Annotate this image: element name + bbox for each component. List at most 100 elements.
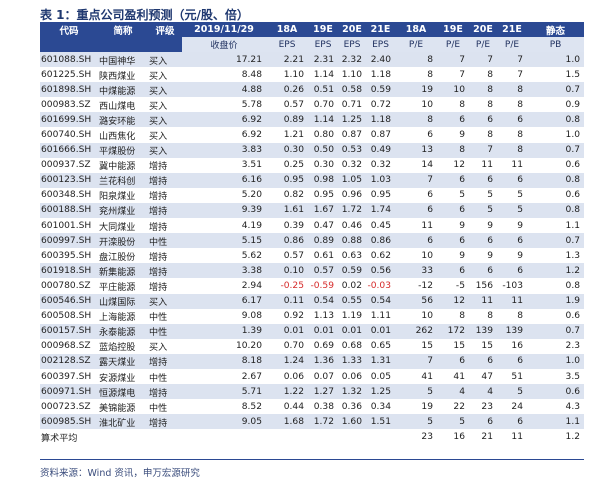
empty-cell (366, 429, 395, 444)
cell-rating: 增持 (148, 202, 182, 219)
table-row: 601898.SH 中煤能源 买入 4.88 0.26 0.51 0.58 0.59 19 10 8… (40, 82, 584, 98)
cell-eps-20e: 1.25 (338, 112, 366, 128)
cell-pe-21e: 8 (517, 311, 523, 322)
cell-pe-18a: 19 (421, 401, 433, 412)
cell-code: 601225.SH (41, 69, 92, 80)
average-pe18: 23 (421, 431, 433, 442)
cell-eps-19e: 0.38 (313, 401, 334, 412)
cell-pe-20e: 11 (481, 160, 493, 171)
table-row: 000780.SZ 平庄能源 增持 2.94 -0.25 -0.59 0.02 -0.03 -1… (40, 278, 584, 293)
cell-eps-18a: 0.57 (283, 99, 304, 110)
cell-eps-20e: 0.36 (341, 401, 362, 412)
cell-code: 600997.SH (40, 233, 98, 249)
cell-close-price: 4.19 (241, 220, 262, 231)
cell-name: 平煤股份 (98, 142, 148, 158)
cell-pe-18a: 33 (395, 263, 437, 279)
cell-eps-18a: 0.30 (266, 142, 308, 158)
cell-pe-21e: 6 (497, 233, 527, 249)
cell-eps-18a: 0.26 (266, 82, 308, 98)
cell-eps-21e: 0.86 (366, 233, 395, 249)
cell-code: 600395.SH (41, 250, 92, 261)
cell-eps-18a: 0.44 (283, 401, 304, 412)
header-blank (148, 37, 182, 52)
source-note: 资料来源：Wind 资讯，申万宏源研究 (40, 468, 200, 479)
cell-eps-20e: 0.87 (341, 130, 362, 141)
cell-pb: 1.5 (565, 69, 580, 80)
cell-close-price: 3.38 (182, 263, 266, 279)
cell-rating: 增持 (148, 263, 182, 279)
cell-pb: 0.8 (527, 112, 584, 128)
header-blank (40, 37, 98, 52)
col-header-pe-18a: 18A (395, 22, 437, 37)
cell-code: 601918.SH (40, 263, 98, 279)
cell-close-price: 5.62 (241, 250, 262, 261)
cell-eps-18a: 0.39 (283, 220, 304, 231)
cell-code: 600188.SH (40, 202, 98, 219)
cell-eps-21e: 0.34 (370, 401, 391, 412)
cell-pb: 0.7 (527, 233, 584, 249)
cell-pe-21e: 11 (511, 160, 523, 171)
cell-code: 600123.SH (40, 172, 98, 188)
cell-pe-18a: 15 (421, 341, 433, 352)
table-row: 601225.SH 陕西煤业 买入 8.48 1.10 1.14 1.10 1.18 8 7 8 7 1… (40, 67, 584, 82)
cell-pe-21e: 8 (497, 82, 527, 98)
cell-eps-18a: 0.25 (283, 160, 304, 171)
cell-rating: 买入 (149, 71, 168, 82)
col-header-date: 2019/11/29 (182, 22, 266, 37)
cell-pe-20e: 15 (481, 341, 493, 352)
cell-pe-21e: 6 (497, 414, 527, 430)
cell-name: 西山煤电 (99, 101, 136, 112)
cell-code: 600985.SH (40, 414, 98, 430)
cell-eps-18a: 1.10 (283, 69, 304, 80)
cell-eps-21e: 1.74 (366, 202, 395, 219)
table-row: 000983.SZ 西山煤电 买入 5.78 0.57 0.70 0.71 0.72 10 8 8 8… (40, 97, 584, 112)
table-row: 601666.SH 平煤股份 买入 3.83 0.30 0.50 0.53 0.49 13 8 7 8… (40, 142, 584, 158)
cell-eps-18a: 0.92 (283, 311, 304, 322)
cell-close-price: 5.20 (241, 190, 262, 201)
cell-eps-20e: 0.53 (338, 142, 366, 158)
table-row: 600546.SH 山煤国际 买入 6.17 0.11 0.54 0.55 0.54 56 12 1… (40, 293, 584, 309)
cell-pe-18a: 56 (395, 293, 437, 309)
cell-pe-19e: 8 (459, 311, 465, 322)
table-row: 600985.SH 淮北矿业 增持 9.05 1.68 1.72 1.60 1.51 5 5 6 6 1… (40, 414, 584, 430)
cell-eps-18a: 0.70 (283, 341, 304, 352)
table-row: 000723.SZ 美锦能源 中性 8.52 0.44 0.38 0.36 0.34 19 22 2… (40, 399, 584, 414)
cell-eps-19e: 1.36 (308, 353, 338, 369)
col-header-name: 简称 (98, 22, 148, 37)
cell-rating: 中性 (149, 313, 168, 324)
cell-code: 000780.SZ (41, 280, 91, 291)
cell-pe-19e: 10 (437, 82, 469, 98)
cell-pe-19e: 5 (437, 414, 469, 430)
cell-close-price: 5.15 (182, 233, 266, 249)
cell-eps-18a: 0.06 (283, 371, 304, 382)
cell-pe-20e: 9 (487, 250, 493, 261)
cell-close-price: 5.71 (182, 384, 266, 400)
cell-pe-20e: 8 (487, 99, 493, 110)
col-subheader-pe: P/E (497, 37, 527, 52)
cell-pe-21e: 51 (511, 371, 523, 382)
cell-eps-21e: 1.18 (366, 112, 395, 128)
cell-pe-18a: 6 (427, 130, 433, 141)
cell-rating: 买入 (149, 343, 168, 354)
cell-name: 美锦能源 (99, 403, 136, 414)
average-pe20: 21 (481, 431, 493, 442)
cell-close-price: 17.21 (182, 52, 266, 68)
table-row: 600740.SH 山西焦化 买入 6.92 1.21 0.80 0.87 0.87 6 9 8 8 1… (40, 127, 584, 142)
cell-eps-18a: 0.01 (266, 323, 308, 339)
cell-pe-18a: 10 (421, 311, 433, 322)
cell-close-price: 9.05 (182, 414, 266, 430)
cell-pe-21e: 139 (497, 323, 527, 339)
cell-pe-19e: 8 (437, 142, 469, 158)
cell-pe-20e: 6 (469, 112, 497, 128)
cell-eps-19e: -0.59 (310, 280, 334, 291)
cell-pb: 2.3 (565, 341, 580, 352)
empty-cell (308, 429, 338, 444)
cell-pe-21e: 9 (517, 220, 523, 231)
empty-cell (98, 429, 148, 444)
cell-eps-20e: 0.32 (341, 160, 362, 171)
cell-pe-20e: 6 (469, 233, 497, 249)
cell-code: 600157.SH (40, 323, 98, 339)
cell-eps-21e: 1.11 (370, 311, 391, 322)
cell-name: 中煤能源 (98, 82, 148, 98)
cell-eps-20e: 0.02 (341, 280, 362, 291)
